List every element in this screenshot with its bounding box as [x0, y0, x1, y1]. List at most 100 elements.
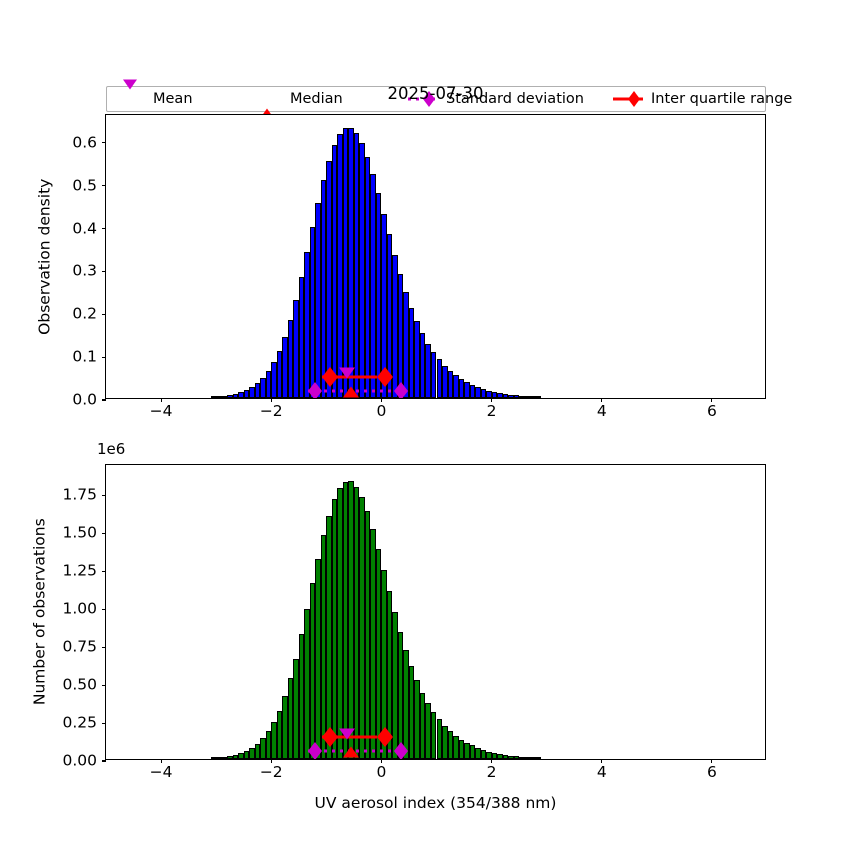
observation-density-axes: −4 −2 0 2 4 6 0.0 0.1 0.2 0.3 0.4 0.5 0.6: [72, 114, 766, 419]
histogram-bar: [530, 757, 536, 759]
histogram-bar: [453, 735, 459, 759]
y-tick-label: 0.25: [62, 713, 97, 732]
y-tick-label: 0.0: [72, 390, 97, 409]
histogram-bar: [419, 333, 426, 398]
std-dev-line: [308, 749, 394, 753]
histogram-bar: [502, 755, 509, 759]
histogram-bar: [331, 145, 338, 398]
histogram-bar: [491, 752, 498, 759]
histogram-bar: [497, 393, 503, 398]
legend-label-1: Median: [290, 91, 343, 107]
legend-marker-0: [113, 79, 147, 109]
y-tick: [102, 399, 106, 401]
histogram-bar: [238, 392, 244, 398]
diamond-lower: [393, 751, 408, 759]
histogram-bar: [348, 481, 354, 759]
histogram-bar: [364, 511, 371, 759]
legend-entry-3: Inter quartile range: [611, 87, 792, 111]
legend-marker-2: [406, 89, 440, 109]
histogram-bar: [293, 300, 299, 398]
diamond-lower: [393, 390, 408, 398]
y-tick: [102, 313, 106, 315]
histogram-bar: [342, 481, 349, 759]
histogram-bar: [232, 393, 239, 398]
diamond-upper: [377, 727, 393, 738]
density-bars-area: [106, 115, 765, 398]
histogram-bar: [271, 362, 277, 398]
histogram-bar: [535, 396, 542, 398]
iqr-line: [322, 735, 377, 739]
y-tick: [102, 684, 106, 686]
histogram-bar: [486, 751, 492, 759]
y-tick-label: 0.4: [72, 218, 97, 237]
diamond-lower: [322, 377, 339, 388]
iqr-line: [322, 375, 377, 379]
histogram-bar: [491, 392, 498, 398]
diamond-upper: [377, 367, 393, 378]
histogram-bar: [453, 375, 459, 398]
histogram-bar: [469, 384, 476, 398]
legend-label-0: Mean: [153, 91, 193, 107]
histogram-bar: [464, 382, 470, 398]
histogram-bar: [370, 173, 376, 398]
histogram-bar: [265, 371, 272, 398]
histogram-bar: [513, 395, 520, 398]
x-tick: [380, 398, 382, 402]
histogram-bar: [436, 359, 442, 398]
y-tick: [102, 646, 106, 648]
diamond-upper: [322, 727, 339, 738]
axes-title: 2025-07-30: [387, 84, 484, 103]
diamond-upper: [308, 742, 323, 752]
histogram-bar: [519, 396, 525, 398]
diamond-lower: [308, 751, 323, 759]
histogram-bar: [375, 548, 382, 759]
histogram-bar: [249, 386, 255, 398]
legend: Mean Median Standard deviation Inter quarti…: [106, 79, 792, 119]
y-tick: [102, 532, 106, 534]
diamond-lower: [377, 737, 393, 748]
histogram-bar: [304, 609, 310, 759]
histogram-bar: [480, 749, 487, 759]
histogram-bar: [442, 726, 448, 759]
diamond-lower: [308, 390, 323, 398]
histogram-bar: [430, 711, 437, 759]
legend-glyph: [123, 79, 137, 109]
histogram-bar: [227, 755, 233, 759]
legend-marker-1: [250, 89, 284, 119]
y-tick-label: 1.75: [62, 485, 97, 504]
y-tick-label: 0.5: [72, 175, 97, 194]
histogram-bar: [287, 319, 294, 398]
x-tick-label: 6: [706, 763, 717, 781]
histogram-bar: [320, 180, 327, 398]
histogram-bar: [508, 395, 514, 398]
histogram-bar: [271, 722, 277, 759]
histogram-bar: [260, 738, 266, 759]
x-tick: [711, 759, 713, 763]
histogram-bar: [425, 343, 431, 398]
histogram-bar: [326, 515, 332, 759]
x-tick-label: 6: [706, 402, 717, 420]
histogram-bar: [464, 742, 470, 759]
histogram-bar: [458, 379, 465, 398]
y-tick-label: 1.00: [62, 599, 97, 618]
histogram-bar: [342, 128, 349, 398]
histogram-bar: [210, 757, 217, 759]
histogram-bar: [469, 745, 476, 759]
histogram-bar: [486, 390, 492, 398]
y-tick-label: 0.50: [62, 675, 97, 694]
y-tick: [102, 760, 106, 762]
histogram-bar: [287, 678, 294, 759]
mean-marker: [338, 728, 355, 759]
y-tick: [102, 270, 106, 272]
y-tick-label: 1.25: [62, 561, 97, 580]
histogram-bar: [370, 528, 376, 759]
legend-entry-0: Mean: [113, 79, 193, 111]
triangle-down-icon: [338, 367, 355, 398]
x-tick: [380, 759, 382, 763]
histogram-bar: [337, 487, 343, 759]
triangle-down-icon: [338, 728, 355, 759]
histogram-bar: [419, 692, 426, 759]
x-tick: [270, 759, 272, 763]
x-tick: [601, 759, 603, 763]
histogram-bar: [353, 132, 360, 398]
